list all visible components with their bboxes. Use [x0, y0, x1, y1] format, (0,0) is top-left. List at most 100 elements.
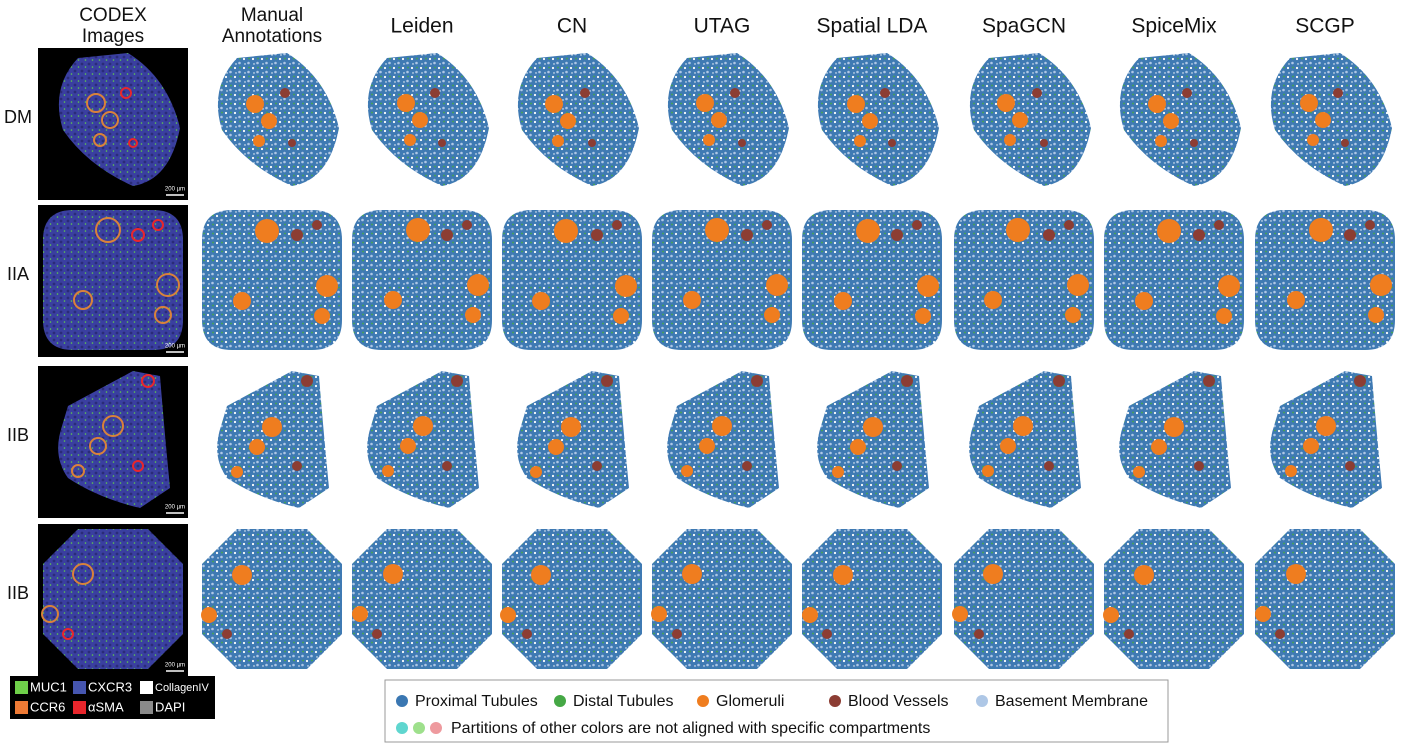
- glomerulus: [1368, 307, 1384, 323]
- tissue: [202, 529, 342, 669]
- cluster-map: [518, 53, 639, 186]
- vessel: [751, 375, 763, 387]
- glomerulus: [847, 95, 865, 113]
- glomerulus: [530, 466, 542, 478]
- compartment-label: Basement Membrane: [995, 693, 1148, 710]
- cluster-map: [352, 529, 492, 669]
- glomerulus: [952, 606, 968, 622]
- other-dot: [413, 722, 425, 734]
- glomerulus: [253, 135, 265, 147]
- glomerulus: [1103, 607, 1119, 623]
- column-header: Manual: [241, 5, 303, 26]
- cluster-map: [352, 210, 492, 350]
- glomerulus: [863, 417, 883, 437]
- cluster-map: [1119, 371, 1231, 508]
- glomerulus: [1286, 564, 1306, 584]
- cluster-map: [818, 53, 939, 186]
- compartment-dot: [697, 695, 709, 707]
- vessel: [1124, 629, 1134, 639]
- glomerulus: [850, 439, 866, 455]
- column-header: CODEX: [79, 5, 147, 26]
- tissue: [1104, 529, 1244, 669]
- glomerulus: [683, 291, 701, 309]
- glomerulus: [1155, 135, 1167, 147]
- codex-image: 200 µm: [38, 524, 188, 676]
- glomerulus: [983, 564, 1003, 584]
- vessel: [1043, 229, 1055, 241]
- vessel: [601, 375, 613, 387]
- compartment-label: Glomeruli: [716, 693, 784, 710]
- vessel: [612, 220, 622, 230]
- tissue: [969, 371, 1081, 508]
- glomerulus: [854, 135, 866, 147]
- tissue: [802, 529, 942, 669]
- vessel: [880, 88, 890, 98]
- column-header: Spatial LDA: [817, 15, 928, 38]
- tissue: [1120, 53, 1241, 186]
- glomerulus: [560, 113, 576, 129]
- channel-label: MUC1: [30, 679, 67, 694]
- glomerulus: [802, 607, 818, 623]
- vessel: [1365, 220, 1375, 230]
- glomerulus: [613, 308, 629, 324]
- glomerulus: [703, 134, 715, 146]
- vessel: [438, 139, 446, 147]
- compartment-dot: [976, 695, 988, 707]
- cluster-map: [1270, 371, 1382, 508]
- glomerulus: [1163, 113, 1179, 129]
- glomerulus: [249, 439, 265, 455]
- channel-label: CCR6: [30, 699, 65, 714]
- glomerulus: [1300, 94, 1318, 112]
- tissue: [517, 371, 629, 508]
- glomerulus: [833, 565, 853, 585]
- glomerulus: [1133, 466, 1145, 478]
- glomerulus: [862, 113, 878, 129]
- glomerulus: [1287, 291, 1305, 309]
- vessel: [901, 375, 913, 387]
- glomerulus: [531, 565, 551, 585]
- glomerulus: [246, 95, 264, 113]
- glomerulus: [1309, 218, 1333, 242]
- vessel: [1040, 139, 1048, 147]
- glomerulus: [1370, 274, 1392, 296]
- vessel: [730, 88, 740, 98]
- vessel: [301, 375, 313, 387]
- cluster-map: [1120, 53, 1241, 186]
- glomerulus: [1316, 416, 1336, 436]
- vessel: [1182, 88, 1192, 98]
- cluster-map: [954, 210, 1094, 350]
- cluster-map: [218, 53, 339, 186]
- channel-swatch: [15, 681, 28, 694]
- vessel: [741, 229, 753, 241]
- cluster-map: [1104, 210, 1244, 350]
- glomerulus: [255, 219, 279, 243]
- vessel: [312, 220, 322, 230]
- vessel: [1190, 139, 1198, 147]
- vessel: [888, 139, 896, 147]
- tissue: [1270, 371, 1382, 508]
- glomerulus: [984, 291, 1002, 309]
- glomerulus: [1303, 438, 1319, 454]
- compartment-label: Distal Tubules: [573, 693, 674, 710]
- vessel: [1193, 229, 1205, 241]
- vessel: [672, 629, 682, 639]
- cluster-map: [802, 529, 942, 669]
- glomerulus: [766, 274, 788, 296]
- tissue: [668, 53, 789, 186]
- glomerulus: [682, 564, 702, 584]
- glomerulus: [856, 219, 880, 243]
- glomerulus: [1157, 219, 1181, 243]
- tissue: [817, 371, 929, 508]
- glomerulus: [917, 275, 939, 297]
- column-header: SpaGCN: [982, 15, 1066, 38]
- tissue: [218, 53, 339, 186]
- vessel: [912, 220, 922, 230]
- glomerulus: [262, 417, 282, 437]
- glomerulus: [201, 607, 217, 623]
- tissue: [217, 371, 329, 508]
- vessel: [1044, 461, 1054, 471]
- vessel: [292, 461, 302, 471]
- glomerulus: [615, 275, 637, 297]
- glomerulus: [997, 94, 1015, 112]
- glomerulus: [1216, 308, 1232, 324]
